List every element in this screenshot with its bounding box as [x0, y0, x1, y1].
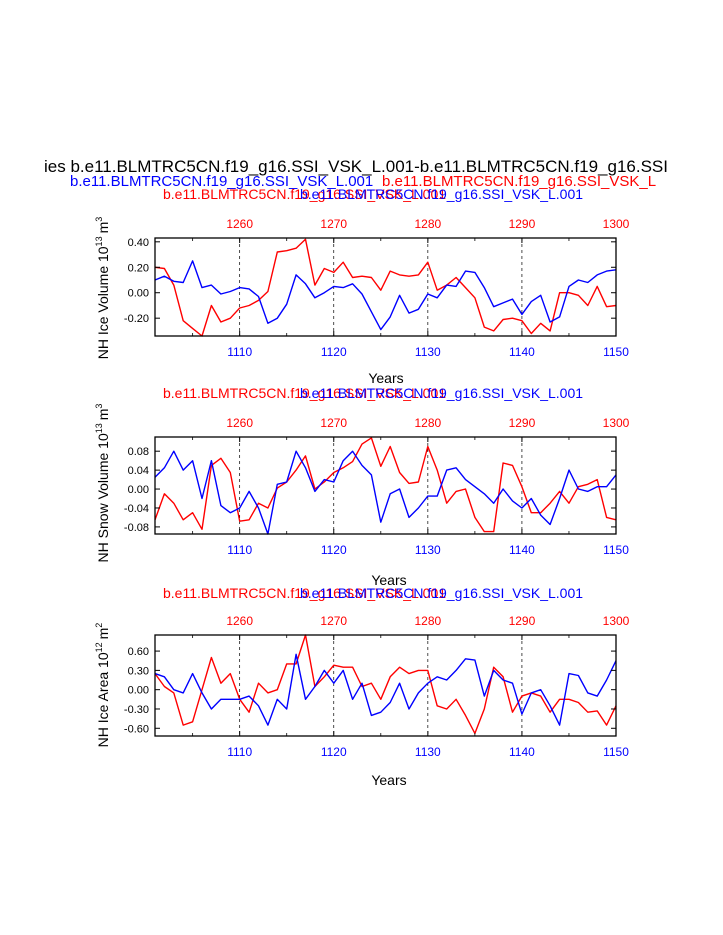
ice-volume-top-tick-label: 1260	[226, 217, 253, 231]
snow-volume-y-tick-label: -0.08	[124, 522, 149, 534]
ice-volume-bottom-tick-label: 1110	[227, 345, 252, 359]
snow-volume-bottom-tick-label: 1130	[415, 543, 441, 557]
ice-volume-top-tick-label: 1270	[320, 217, 347, 231]
ice-volume-y-tick-label: 0.40	[128, 237, 149, 249]
ice-volume-xlabel: Years	[368, 370, 403, 386]
snow-volume-series-blue	[154, 450, 617, 535]
ice-area-y-tick-label: -0.60	[124, 723, 149, 735]
ice-area-top-tick-label: 1260	[226, 614, 253, 628]
snow-volume-bottom-tick-label: 1120	[321, 543, 347, 557]
ice-volume-ylabel-main: NH Ice Volume 10	[95, 246, 111, 359]
figure-blue-title: b.e11.BLMTRC5CN.f19_g16.SSI_VSK_L.001	[70, 173, 373, 190]
ice-area-bottom-tick-label: 1140	[509, 745, 535, 759]
snow-volume-bottom-tick-label: 1150	[603, 543, 629, 557]
ice-area-bottom-tick-label: 1110	[227, 745, 252, 759]
snow-volume-y-tick-label: 0.00	[128, 484, 149, 496]
snow-volume-bottom-tick-label: 1140	[509, 543, 535, 557]
ice-area-y-tick-label: 0.60	[128, 646, 149, 658]
snow-volume-panel: b.e11.BLMTRC5CN.f19_g16.SSI_VSK_L.001 b.…	[94, 385, 630, 588]
ice-area-top-tick-label: 1270	[320, 614, 347, 628]
snow-volume-series-red	[154, 437, 617, 533]
ice-area-y-tick-label: 0.00	[128, 685, 149, 697]
svg-text:NH Snow Volume 1013m3: NH Snow Volume 1013 m3	[94, 404, 111, 563]
snow-volume-plot-frame	[154, 436, 617, 535]
snow-volume-y-tick-label: -0.04	[124, 503, 149, 515]
ice-volume-plot-frame	[154, 237, 617, 337]
ice-area-ylabel-main: NH Ice Area 10	[95, 652, 111, 747]
ice-volume-ylabel-unit-exp: 3	[94, 217, 104, 222]
ice-area-y-tick-label: 0.30	[128, 665, 149, 677]
snow-volume-top-tick-label: 1290	[509, 416, 536, 430]
ice-area-series-blue	[154, 653, 617, 726]
ice-volume-title-red: b.e11.BLMTRC5CN.f19_g16.SSI_VSK_L.001	[163, 186, 446, 202]
snow-volume-bottom-tick-label: 1110	[227, 543, 252, 557]
snow-volume-top-tick-label: 1260	[226, 416, 253, 430]
ice-volume-ylabel-exp: 13	[94, 236, 104, 246]
figure-red-title: b.e11.BLMTRC5CN.f19_g16.SSI_VSK_L	[382, 173, 656, 190]
ice-area-title-red: b.e11.BLMTRC5CN.f19_g16.SSI_VSK_L.001	[163, 585, 446, 601]
ice-volume-y-tick-label: -0.20	[124, 313, 149, 325]
figure-main-title: ies b.e11.BLMTRC5CN.f19_g16.SSI_VSK_L.00…	[44, 157, 668, 176]
ice-volume-ylabel-unit: m	[95, 222, 111, 234]
snow-volume-ylabel: NH Snow Volume 1013 m3	[94, 404, 111, 563]
ice-area-bottom-tick-label: 1130	[415, 745, 441, 759]
ice-area-bottom-tick-label: 1120	[321, 745, 347, 759]
ice-area-ylabel: NH Ice Area 1012 m2	[94, 623, 111, 748]
snow-volume-top-tick-label: 1300	[603, 416, 630, 430]
ice-area-xlabel: Years	[371, 772, 406, 788]
snow-volume-title-blue: b.e11.BLMTRC5CN.f19_g16.SSI_VSK_L.001	[300, 385, 583, 401]
ice-volume-top-tick-label: 1280	[414, 217, 441, 231]
svg-text:NH Ice Volume 1013m3: NH Ice Volume 1013 m3	[94, 217, 111, 360]
ice-volume-ylabel: NH Ice Volume 1013 m3	[94, 217, 111, 360]
ice-area-plot-frame	[154, 634, 617, 737]
ice-area-top-tick-label: 1300	[603, 614, 630, 628]
snow-volume-top-tick-label: 1270	[320, 416, 347, 430]
ice-area-ylabel-exp: 12	[94, 642, 104, 652]
ice-volume-y-tick-label: 0.00	[128, 288, 149, 300]
ice-volume-top-tick-label: 1300	[603, 217, 630, 231]
snow-volume-top-tick-label: 1280	[414, 416, 441, 430]
snow-volume-xlabel: Years	[371, 572, 406, 588]
ice-volume-bottom-tick-label: 1130	[415, 345, 441, 359]
ice-area-ylabel-unit: m	[95, 628, 111, 640]
ice-area-series-red	[154, 634, 617, 735]
ice-area-y-tick-label: -0.30	[124, 704, 149, 716]
ice-volume-series-blue	[154, 260, 617, 331]
ice-volume-y-tick-label: 0.20	[128, 262, 149, 274]
ice-volume-series-red	[154, 238, 617, 337]
snow-volume-title-red: b.e11.BLMTRC5CN.f19_g16.SSI_VSK_L.001	[163, 385, 446, 401]
svg-text:NH Ice Area 1012m2: NH Ice Area 1012 m2	[94, 623, 111, 748]
ice-volume-panel: b.e11.BLMTRC5CN.f19_g16.SSI_VSK_L.001 b.…	[94, 186, 630, 386]
snow-volume-ylabel-main: NH Snow Volume 10	[95, 433, 111, 562]
snow-volume-y-tick-label: 0.08	[128, 446, 149, 458]
ice-area-bottom-tick-label: 1150	[603, 745, 629, 759]
ice-area-top-tick-label: 1290	[509, 614, 536, 628]
snow-volume-y-tick-label: 0.04	[128, 465, 149, 477]
ice-area-top-tick-label: 1280	[414, 614, 441, 628]
snow-volume-ylabel-exp: 13	[94, 423, 104, 433]
ice-area-ylabel-unit-exp: 2	[94, 623, 104, 628]
ice-area-title-blue: b.e11.BLMTRC5CN.f19_g16.SSI_VSK_L.001	[300, 585, 583, 601]
ice-volume-title-blue: b.e11.BLMTRC5CN.f19_g16.SSI_VSK_L.001	[300, 186, 583, 202]
snow-volume-ylabel-unit-exp: 3	[94, 404, 104, 409]
ice-volume-bottom-tick-label: 1120	[321, 345, 347, 359]
ice-volume-bottom-tick-label: 1140	[509, 345, 535, 359]
snow-volume-ylabel-unit: m	[95, 409, 111, 421]
ice-volume-bottom-tick-label: 1150	[603, 345, 629, 359]
ice-volume-top-tick-label: 1290	[509, 217, 536, 231]
ice-area-panel: b.e11.BLMTRC5CN.f19_g16.SSI_VSK_L.001 b.…	[94, 585, 630, 788]
